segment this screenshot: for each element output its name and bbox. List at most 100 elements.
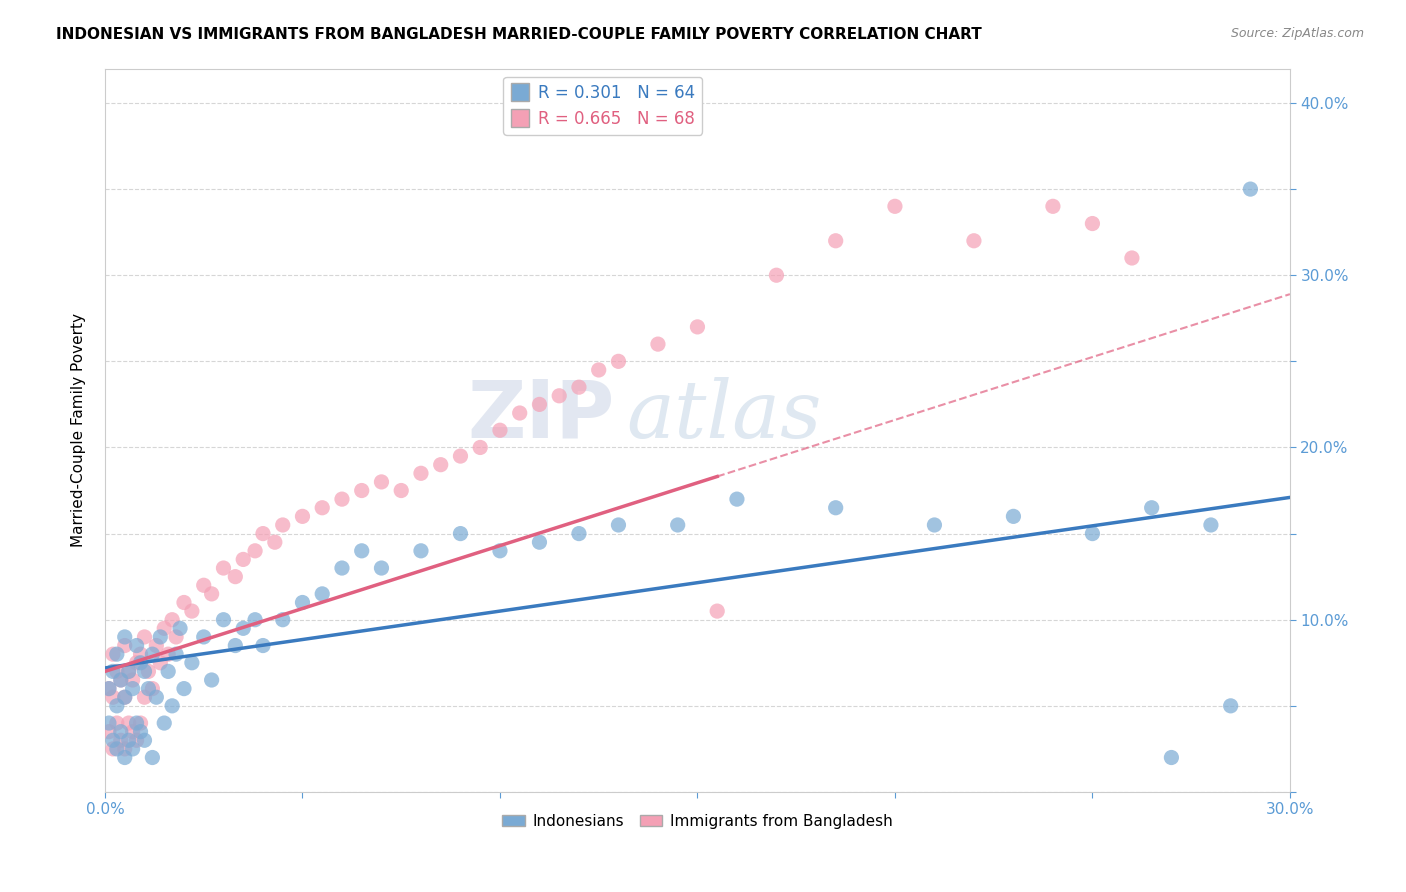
Point <box>529 535 551 549</box>
Point <box>114 690 136 705</box>
Point <box>1219 698 1241 713</box>
Point <box>105 742 128 756</box>
Point <box>114 639 136 653</box>
Point <box>110 724 132 739</box>
Point <box>141 647 163 661</box>
Point <box>97 681 120 696</box>
Point <box>686 319 709 334</box>
Point <box>157 647 180 661</box>
Point <box>110 673 132 687</box>
Point <box>101 647 124 661</box>
Point <box>134 630 156 644</box>
Point <box>232 552 254 566</box>
Point <box>118 665 141 679</box>
Point <box>118 665 141 679</box>
Point <box>370 561 392 575</box>
Point <box>409 544 432 558</box>
Point <box>173 681 195 696</box>
Point <box>134 690 156 705</box>
Point <box>311 500 333 515</box>
Point <box>153 716 176 731</box>
Point <box>125 733 148 747</box>
Point <box>165 630 187 644</box>
Point <box>101 690 124 705</box>
Point <box>884 199 907 213</box>
Point <box>101 733 124 747</box>
Point <box>1081 526 1104 541</box>
Point <box>105 647 128 661</box>
Point <box>588 363 610 377</box>
Point <box>201 587 224 601</box>
Point <box>252 639 274 653</box>
Point <box>252 526 274 541</box>
Text: Source: ZipAtlas.com: Source: ZipAtlas.com <box>1230 27 1364 40</box>
Point <box>1002 509 1025 524</box>
Point <box>153 621 176 635</box>
Point <box>97 724 120 739</box>
Point <box>291 509 314 524</box>
Point <box>193 630 215 644</box>
Text: INDONESIAN VS IMMIGRANTS FROM BANGLADESH MARRIED-COUPLE FAMILY POVERTY CORRELATI: INDONESIAN VS IMMIGRANTS FROM BANGLADESH… <box>56 27 981 42</box>
Point <box>160 613 183 627</box>
Point <box>607 354 630 368</box>
Point <box>330 492 353 507</box>
Point <box>149 630 172 644</box>
Point <box>180 656 202 670</box>
Point <box>963 234 986 248</box>
Point <box>121 681 143 696</box>
Point <box>647 337 669 351</box>
Point <box>429 458 451 472</box>
Point <box>271 518 294 533</box>
Point <box>529 397 551 411</box>
Point <box>138 665 160 679</box>
Point <box>145 639 167 653</box>
Point <box>824 234 846 248</box>
Point <box>765 268 787 283</box>
Point <box>110 673 132 687</box>
Point <box>449 449 471 463</box>
Point <box>160 698 183 713</box>
Point <box>201 673 224 687</box>
Point <box>114 690 136 705</box>
Point <box>1081 217 1104 231</box>
Point <box>607 518 630 533</box>
Point <box>1042 199 1064 213</box>
Point <box>725 492 748 507</box>
Point <box>121 673 143 687</box>
Point <box>1121 251 1143 265</box>
Point <box>212 613 235 627</box>
Point <box>138 681 160 696</box>
Point <box>97 681 120 696</box>
Point <box>470 441 492 455</box>
Point <box>568 380 591 394</box>
Point <box>449 526 471 541</box>
Point <box>243 544 266 558</box>
Point <box>706 604 728 618</box>
Point <box>224 569 246 583</box>
Point <box>114 630 136 644</box>
Point <box>101 665 124 679</box>
Point <box>232 621 254 635</box>
Point <box>489 544 512 558</box>
Point <box>169 621 191 635</box>
Point <box>129 724 152 739</box>
Point <box>548 389 571 403</box>
Point <box>118 733 141 747</box>
Y-axis label: Married-Couple Family Poverty: Married-Couple Family Poverty <box>72 313 86 547</box>
Point <box>141 681 163 696</box>
Point <box>125 716 148 731</box>
Point <box>263 535 285 549</box>
Point <box>165 647 187 661</box>
Point <box>666 518 689 533</box>
Point <box>193 578 215 592</box>
Point <box>118 716 141 731</box>
Point <box>924 518 946 533</box>
Point <box>1140 500 1163 515</box>
Point <box>489 423 512 437</box>
Point <box>389 483 412 498</box>
Point <box>114 742 136 756</box>
Point <box>97 716 120 731</box>
Point <box>141 750 163 764</box>
Point <box>271 613 294 627</box>
Text: ZIP: ZIP <box>467 376 614 455</box>
